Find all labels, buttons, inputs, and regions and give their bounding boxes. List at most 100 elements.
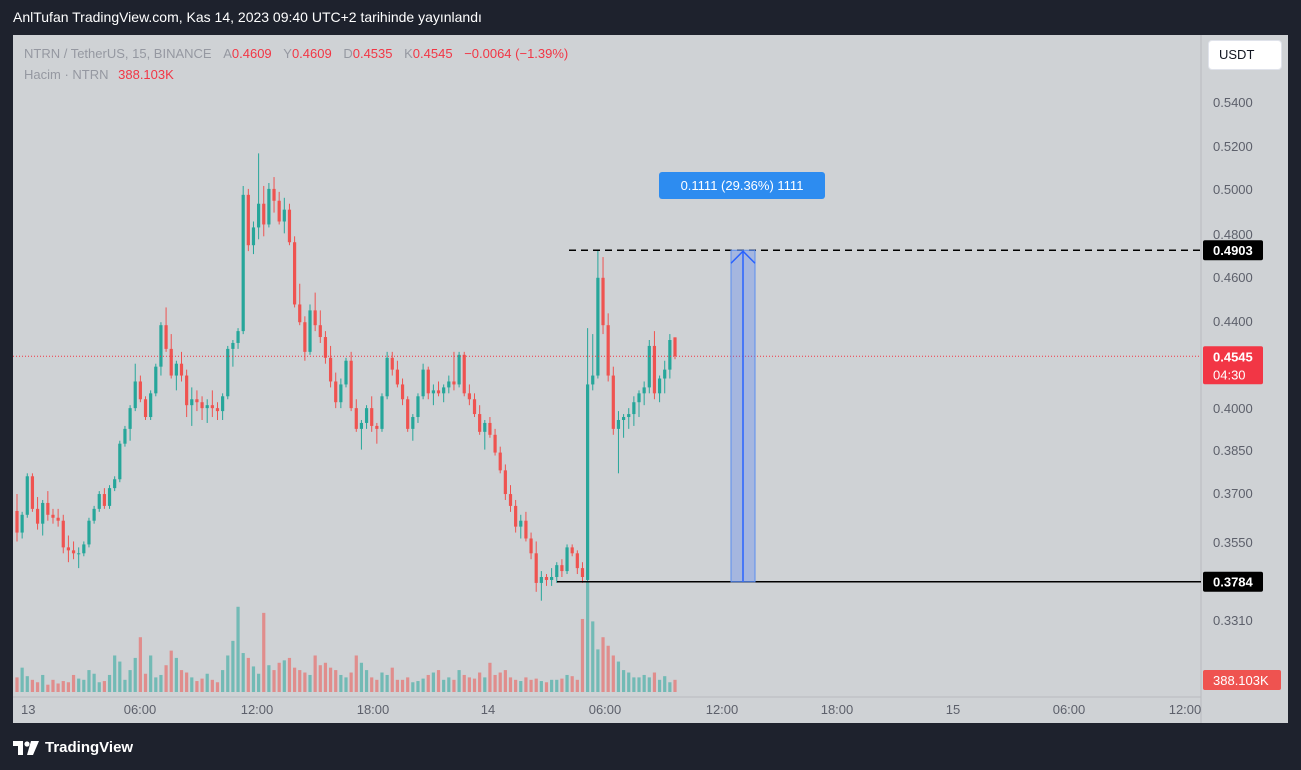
candle-body[interactable] xyxy=(385,357,389,397)
measure-label-box[interactable] xyxy=(659,172,825,199)
candle-body[interactable] xyxy=(154,366,158,394)
candle-body[interactable] xyxy=(570,547,574,554)
candle-body[interactable] xyxy=(195,399,199,403)
candle-body[interactable] xyxy=(596,277,600,376)
candle-body[interactable] xyxy=(30,476,35,509)
candle-body[interactable] xyxy=(560,565,564,572)
candle-body[interactable] xyxy=(364,408,369,423)
candle-body[interactable] xyxy=(149,393,153,418)
candle-body[interactable] xyxy=(483,422,487,432)
candle-body[interactable] xyxy=(442,387,446,394)
candle-body[interactable] xyxy=(328,357,333,382)
candle-body[interactable] xyxy=(457,354,461,385)
candle-body[interactable] xyxy=(71,550,76,554)
candle-body[interactable] xyxy=(375,425,379,429)
candle-body[interactable] xyxy=(380,396,384,429)
candle-body[interactable] xyxy=(313,310,317,326)
candle-body[interactable] xyxy=(663,369,667,379)
candle-body[interactable] xyxy=(668,340,672,370)
candle-body[interactable] xyxy=(657,378,662,394)
candle-body[interactable] xyxy=(426,369,430,394)
candle-body[interactable] xyxy=(246,194,250,246)
candle-body[interactable] xyxy=(519,520,523,527)
candle-body[interactable] xyxy=(436,390,441,394)
candle-body[interactable] xyxy=(231,342,235,349)
candle-body[interactable] xyxy=(550,577,554,580)
candle-body[interactable] xyxy=(400,384,405,400)
candle-body[interactable] xyxy=(303,322,307,352)
candle-body[interactable] xyxy=(25,476,29,515)
symbol-label[interactable]: NTRN / TetherUS, 15, BINANCE xyxy=(24,46,212,61)
candle-body[interactable] xyxy=(226,348,230,397)
candle-body[interactable] xyxy=(169,348,173,376)
candle-body[interactable] xyxy=(97,494,101,509)
candle-body[interactable] xyxy=(395,369,400,385)
candle-body[interactable] xyxy=(35,508,40,524)
candle-body[interactable] xyxy=(200,402,204,409)
candle-body[interactable] xyxy=(308,310,312,352)
candle-body[interactable] xyxy=(133,381,137,409)
candle-body[interactable] xyxy=(210,405,214,409)
currency-button[interactable]: USDT xyxy=(1208,40,1282,70)
candle-body[interactable] xyxy=(102,494,106,506)
candle-body[interactable] xyxy=(467,393,471,400)
candle-body[interactable] xyxy=(575,553,579,569)
candle-body[interactable] xyxy=(123,428,127,444)
candle-body[interactable] xyxy=(431,390,435,394)
candle-body[interactable] xyxy=(478,414,482,432)
footer-brand[interactable]: TradingView xyxy=(13,739,133,756)
candle-body[interactable] xyxy=(621,417,626,420)
candle-body[interactable] xyxy=(601,277,605,326)
candle-body[interactable] xyxy=(318,325,322,338)
candle-body[interactable] xyxy=(498,452,502,471)
candle-body[interactable] xyxy=(652,345,657,394)
candle-body[interactable] xyxy=(591,375,595,385)
candle-body[interactable] xyxy=(493,434,497,453)
candle-body[interactable] xyxy=(267,188,271,225)
candle-body[interactable] xyxy=(128,408,132,429)
candle-body[interactable] xyxy=(447,381,451,388)
candle-body[interactable] xyxy=(544,577,549,580)
candle-body[interactable] xyxy=(82,544,86,554)
candle-body[interactable] xyxy=(66,547,71,551)
candle-body[interactable] xyxy=(349,360,353,409)
candle-body[interactable] xyxy=(627,414,631,418)
candle-body[interactable] xyxy=(452,381,456,385)
candle-body[interactable] xyxy=(354,408,358,429)
candle-body[interactable] xyxy=(159,325,163,367)
candle-body[interactable] xyxy=(637,393,641,403)
candle-body[interactable] xyxy=(236,331,240,343)
candle-body[interactable] xyxy=(421,369,425,397)
candle-body[interactable] xyxy=(323,337,328,358)
candle-body[interactable] xyxy=(565,547,569,572)
candle-body[interactable] xyxy=(390,357,394,370)
candle-body[interactable] xyxy=(606,325,610,376)
candle-body[interactable] xyxy=(272,188,276,201)
candle-body[interactable] xyxy=(488,422,492,435)
candle-body[interactable] xyxy=(221,396,225,412)
candle-body[interactable] xyxy=(416,396,420,418)
candle-body[interactable] xyxy=(524,520,528,539)
chart-panel[interactable]: 0.54000.52000.50000.48000.46000.44000.42… xyxy=(13,35,1288,723)
candle-body[interactable] xyxy=(344,360,348,385)
candle-body[interactable] xyxy=(472,399,477,415)
candle-body[interactable] xyxy=(514,505,518,527)
candle-body[interactable] xyxy=(359,422,364,429)
candle-body[interactable] xyxy=(61,520,65,548)
candle-body[interactable] xyxy=(138,381,142,400)
candle-body[interactable] xyxy=(185,375,189,406)
candle-body[interactable] xyxy=(179,363,184,376)
candle-body[interactable] xyxy=(529,538,533,554)
candle-body[interactable] xyxy=(164,325,168,349)
candle-body[interactable] xyxy=(411,417,415,429)
candle-body[interactable] xyxy=(107,488,112,506)
candle-body[interactable] xyxy=(262,203,266,225)
candle-body[interactable] xyxy=(647,345,651,388)
candle-body[interactable] xyxy=(113,479,117,489)
candle-body[interactable] xyxy=(257,203,261,228)
candle-body[interactable] xyxy=(508,494,513,506)
candle-body[interactable] xyxy=(534,553,538,583)
candle-body[interactable] xyxy=(586,384,590,580)
candle-body[interactable] xyxy=(611,375,615,429)
candle-body[interactable] xyxy=(87,520,91,545)
